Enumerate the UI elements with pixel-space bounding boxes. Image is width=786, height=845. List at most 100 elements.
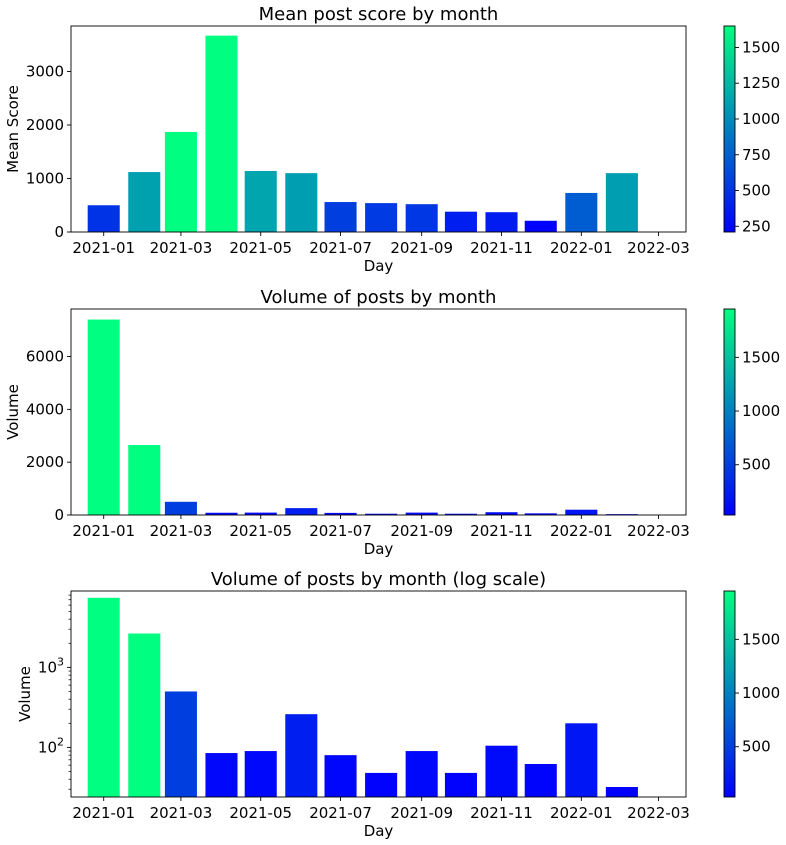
- x-tick-label: 2021-11: [470, 522, 533, 540]
- x-tick-label: 2021-03: [150, 522, 213, 540]
- x-axis-label: Day: [364, 257, 394, 275]
- bar-2022-01: [565, 723, 598, 797]
- bar-2021-12: [524, 764, 557, 797]
- colorbar-tick-label: 1000: [742, 110, 780, 128]
- colorbar-tick-label: 500: [742, 182, 771, 200]
- colorbar-tick-label: 1500: [742, 348, 780, 366]
- bar-2021-01: [87, 319, 120, 515]
- bar-2021-06: [285, 714, 318, 797]
- colorbar-tick-label: 500: [742, 738, 771, 756]
- bar-2021-07: [324, 755, 357, 797]
- colorbar: 500 1000 1500: [723, 590, 780, 798]
- axes-frame: [70, 25, 687, 233]
- y-tick-label: 1000: [26, 169, 64, 187]
- bar-2021-12: [524, 513, 557, 515]
- bar-2021-08: [365, 772, 398, 797]
- y-axis-label: Mean Score: [4, 85, 22, 173]
- bar-2021-10: [444, 513, 477, 515]
- bar-2021-09: [405, 751, 438, 797]
- colorbar-tick-label: 1000: [742, 684, 780, 702]
- y-tick-label: 103: [38, 655, 64, 676]
- x-tick-label: 2022-01: [550, 804, 613, 822]
- bar-2021-08: [365, 203, 398, 232]
- y-axis-label: Volume: [16, 666, 34, 722]
- bar-2022-01: [565, 192, 598, 232]
- x-tick-label: 2021-03: [150, 804, 213, 822]
- colorbar-tick-label: 1500: [742, 630, 780, 648]
- chart-title: Volume of posts by month (log scale): [211, 569, 546, 590]
- y-tick-label: 102: [38, 735, 64, 756]
- bar-2021-01: [87, 597, 120, 797]
- x-tick-label: 2021-01: [72, 804, 135, 822]
- x-tick-label: 2021-09: [390, 522, 453, 540]
- axes-frame: [70, 590, 687, 798]
- bar-2021-11: [485, 512, 518, 515]
- bar-2021-11: [485, 745, 518, 797]
- bar-2021-11: [485, 212, 518, 232]
- bar-2021-05: [244, 171, 277, 232]
- x-tick-label: 2021-09: [390, 239, 453, 257]
- x-tick-label: 2021-07: [309, 522, 372, 540]
- bar-2021-04: [205, 35, 238, 232]
- x-tick-label: 2021-11: [470, 239, 533, 257]
- x-tick-label: 2021-03: [150, 239, 213, 257]
- bar-2021-02: [128, 633, 161, 797]
- bar-2021-03: [164, 131, 197, 232]
- bar-2021-04: [205, 512, 238, 515]
- x-tick-label: 2021-05: [229, 804, 292, 822]
- y-tick-label: 6000: [26, 348, 64, 366]
- x-tick-label: 2021-07: [309, 239, 372, 257]
- colorbar: 250 500 750 1000 1250 1500: [723, 25, 780, 235]
- x-tick-label: 2022-03: [627, 239, 690, 257]
- colorbar-tick-label: 750: [742, 146, 771, 164]
- y-axis-label: Volume: [4, 384, 22, 440]
- chart-title: Mean post score by month: [259, 4, 499, 25]
- bar-2021-02: [128, 445, 161, 515]
- colorbar-tick-label: 500: [742, 456, 771, 474]
- x-axis-label: Day: [364, 822, 394, 840]
- bar-2021-09: [405, 512, 438, 515]
- colorbar-gradient: [723, 25, 736, 233]
- bar-2021-07: [324, 202, 357, 232]
- bar-2021-03: [164, 501, 197, 515]
- chart-title: Volume of posts by month: [261, 287, 497, 308]
- bar-2021-12: [524, 220, 557, 232]
- volume-log-chart: 2021-01 2021-03 2021-05 2021-07 2021-09 2021-…: [16, 569, 780, 840]
- bar-2022-02: [605, 787, 638, 797]
- x-tick-label: 2021-07: [309, 804, 372, 822]
- x-tick-label: 2021-05: [229, 522, 292, 540]
- colorbar: 500 1000 1500: [723, 308, 780, 516]
- y-tick-label: 2000: [26, 116, 64, 134]
- bar-2021-07: [324, 512, 357, 515]
- x-tick-label: 2022-03: [627, 522, 690, 540]
- bar-2021-05: [244, 751, 277, 797]
- bar-2021-03: [164, 691, 197, 797]
- mean-score-chart: 2021-01 2021-03 2021-05 2021-07 2021-09 2021-…: [4, 4, 780, 275]
- bar-2021-09: [405, 204, 438, 232]
- x-tick-label: 2021-01: [72, 239, 135, 257]
- x-tick-label: 2021-01: [72, 522, 135, 540]
- colorbar-tick-label: 1500: [742, 38, 780, 56]
- colorbar-gradient: [723, 590, 736, 798]
- bar-2021-10: [444, 211, 477, 232]
- bar-2021-10: [444, 772, 477, 797]
- bar-2021-06: [285, 173, 318, 232]
- bar-2021-08: [365, 513, 398, 515]
- y-tick-label: 3000: [26, 62, 64, 80]
- bar-2021-06: [285, 508, 318, 515]
- colorbar-gradient: [723, 308, 736, 516]
- x-tick-label: 2022-01: [550, 239, 613, 257]
- x-tick-label: 2022-03: [627, 804, 690, 822]
- y-tick-label: 4000: [26, 400, 64, 418]
- bar-2021-05: [244, 512, 277, 515]
- volume-chart: 2021-01 2021-03 2021-05 2021-07 2021-09 2021-…: [4, 287, 780, 558]
- axes-frame: [70, 308, 687, 516]
- y-tick-label: 2000: [26, 453, 64, 471]
- x-tick-label: 2021-11: [470, 804, 533, 822]
- x-axis-label: Day: [364, 540, 394, 558]
- bar-2021-02: [128, 172, 161, 232]
- bar-2022-01: [565, 509, 598, 515]
- colorbar-tick-label: 250: [742, 217, 771, 235]
- x-tick-label: 2022-01: [550, 522, 613, 540]
